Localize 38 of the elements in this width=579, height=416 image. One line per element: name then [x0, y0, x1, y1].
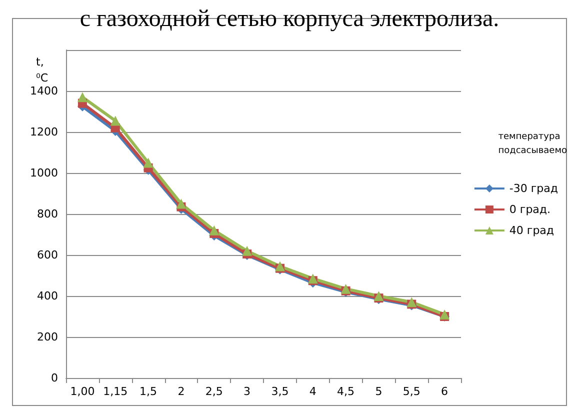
point [440, 309, 450, 320]
point [209, 225, 220, 236]
legend-label: 40 град [509, 224, 554, 237]
point [143, 158, 154, 168]
y-tick-label: 1400 [30, 84, 58, 98]
point [406, 297, 417, 308]
chart-title: с газоходной сетью корпуса электролиза. [80, 6, 500, 32]
x-tick-label: 3 [244, 385, 251, 398]
point [374, 291, 384, 301]
point [176, 198, 186, 209]
x-tick-label: 5 [375, 385, 382, 398]
x-tick-label: 1,00 [70, 385, 95, 398]
y-tick-label: 0 [51, 372, 58, 384]
x-tick-label: 1,5 [140, 385, 158, 398]
y-tick-label: 200 [37, 330, 58, 344]
point [77, 92, 88, 102]
point [274, 261, 285, 272]
point [308, 274, 318, 284]
x-tick-label: 4,5 [337, 385, 355, 398]
y-tick-label: 400 [37, 290, 58, 302]
x-tick-label: 4 [309, 385, 316, 398]
x-tick-label: 6 [441, 385, 448, 398]
legend-label: 0 град. [509, 203, 551, 216]
point [110, 116, 120, 126]
x-tick-label: 1,15 [103, 385, 128, 398]
y-tick-label: 600 [37, 248, 58, 262]
legend-label: -30 град [509, 182, 558, 195]
y-tick-label: 1000 [30, 166, 58, 180]
y-axis-title: t, ⁰C [36, 56, 48, 84]
legend-title: температура подсасываемо [498, 132, 568, 156]
point [340, 284, 351, 294]
x-tick-label: 2 [178, 385, 185, 398]
x-tick-label: 5,5 [402, 385, 420, 398]
y-tick-label: 800 [37, 208, 58, 220]
point [242, 246, 252, 256]
x-tick-label: 2,5 [205, 385, 223, 398]
y-tick-label: 1200 [30, 126, 58, 138]
x-tick-label: 3,5 [271, 385, 289, 398]
